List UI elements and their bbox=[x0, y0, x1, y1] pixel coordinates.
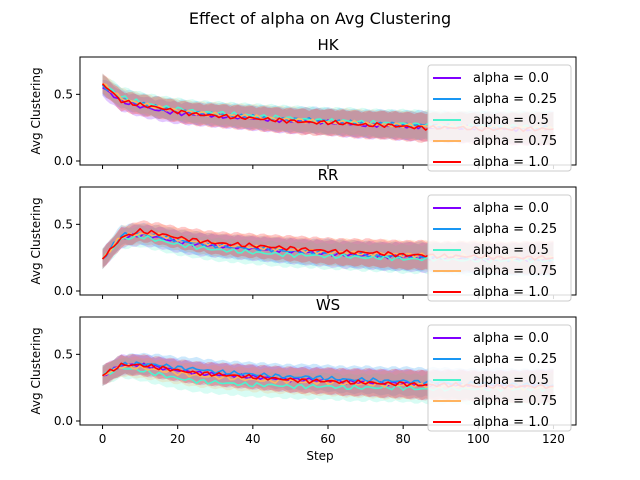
y-axis-label: Avg Clustering bbox=[29, 327, 43, 414]
legend-entry: alpha = 0.75 bbox=[473, 134, 557, 149]
legend-entry: alpha = 0.5 bbox=[473, 243, 549, 258]
legend-box bbox=[427, 64, 572, 172]
legend: alpha = 0.0 alpha = 0.25 alpha = 0.5 alpha … bbox=[427, 324, 572, 432]
legend-entry: alpha = 0.25 bbox=[473, 222, 557, 237]
x-tick-label: 40 bbox=[245, 432, 260, 446]
x-tick-label: 120 bbox=[542, 432, 565, 446]
legend-entry: alpha = 0.75 bbox=[473, 264, 557, 279]
legend: alpha = 0.0 alpha = 0.25 alpha = 0.5 alpha … bbox=[427, 64, 572, 172]
y-tick-label: 0.5 bbox=[54, 87, 73, 101]
x-tick-label: 0 bbox=[99, 432, 107, 446]
legend-entry: alpha = 1.0 bbox=[473, 415, 549, 430]
legend-entry: alpha = 0.25 bbox=[473, 352, 557, 367]
subplot-title: RR bbox=[318, 166, 339, 184]
legend-box bbox=[427, 194, 572, 302]
legend-entry: alpha = 1.0 bbox=[473, 155, 549, 170]
subplot-title: WS bbox=[316, 296, 340, 314]
figure-suptitle: Effect of alpha on Avg Clustering bbox=[189, 9, 451, 28]
y-axis-label: Avg Clustering bbox=[29, 67, 43, 154]
y-tick-label: 0.5 bbox=[54, 347, 73, 361]
y-tick-label: 0.0 bbox=[54, 414, 73, 428]
legend-entry: alpha = 0.5 bbox=[473, 373, 549, 388]
legend-entry: alpha = 1.0 bbox=[473, 285, 549, 300]
y-tick-label: 0.0 bbox=[54, 284, 73, 298]
legend-entry: alpha = 0.0 bbox=[473, 331, 549, 346]
legend-entry: alpha = 0.0 bbox=[473, 201, 549, 216]
x-tick-label: 80 bbox=[396, 432, 411, 446]
legend-entry: alpha = 0.75 bbox=[473, 394, 557, 409]
x-tick-label: 20 bbox=[170, 432, 185, 446]
legend-entry: alpha = 0.5 bbox=[473, 113, 549, 128]
y-tick-label: 0.5 bbox=[54, 217, 73, 231]
subplot-title: HK bbox=[317, 36, 339, 54]
legend-box bbox=[427, 324, 572, 432]
y-tick-label: 0.0 bbox=[54, 154, 73, 168]
legend: alpha = 0.0 alpha = 0.25 alpha = 0.5 alpha … bbox=[427, 194, 572, 302]
x-tick-label: 60 bbox=[320, 432, 335, 446]
x-axis-label: Step bbox=[306, 449, 333, 463]
subplot-ws: 0 20 40 60 80 100 120 0.0 0.5 WS Avg Clustering Ste… bbox=[29, 296, 577, 463]
legend-entry: alpha = 0.25 bbox=[473, 92, 557, 107]
legend-entry: alpha = 0.0 bbox=[473, 71, 549, 86]
y-axis-label: Avg Clustering bbox=[29, 197, 43, 284]
x-tick-label: 100 bbox=[467, 432, 490, 446]
